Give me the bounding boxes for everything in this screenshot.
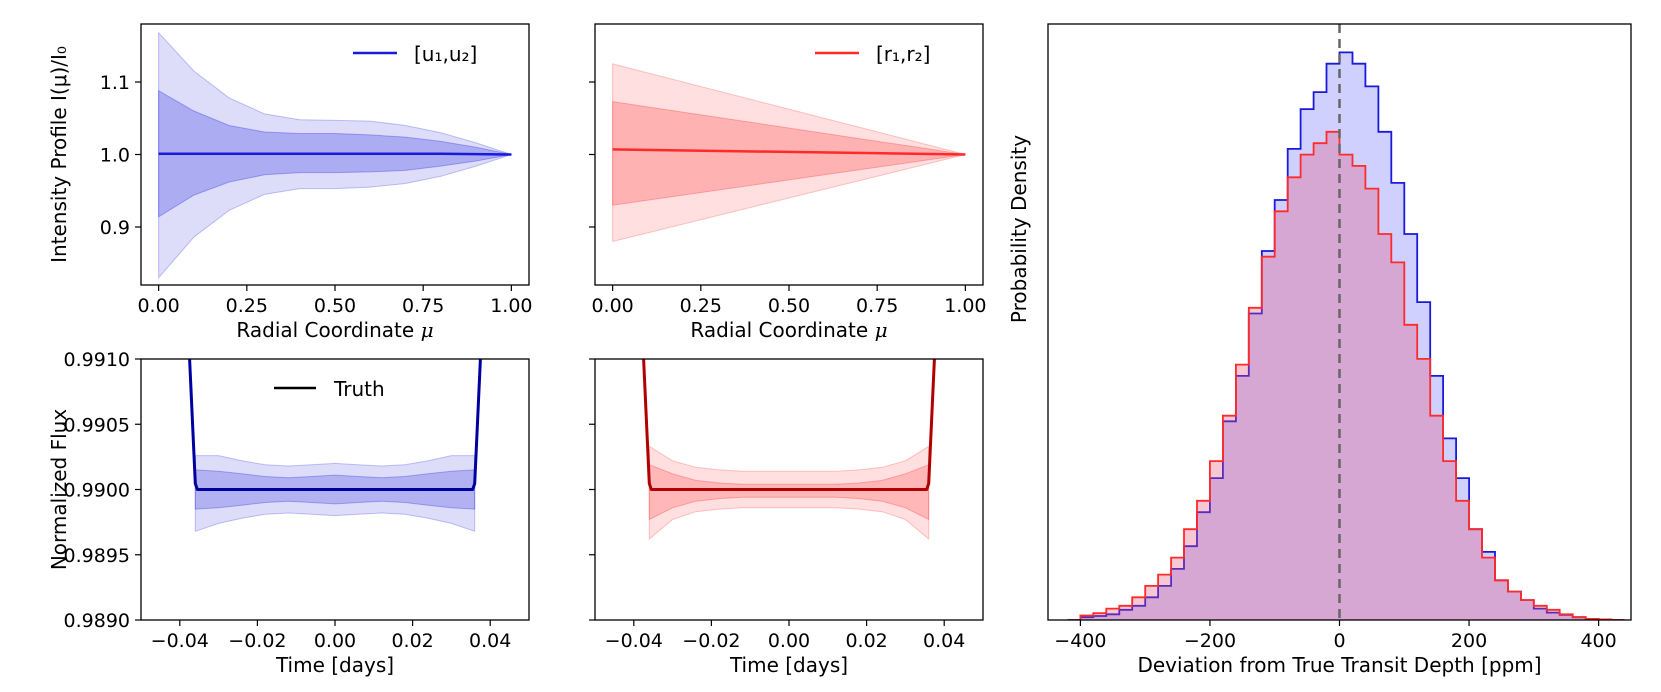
y-tick-label: 0.9890	[64, 610, 130, 632]
x-axis-label: Radial Coordinate μ	[236, 318, 433, 342]
x-tick-label: −400	[1054, 630, 1106, 652]
x-ticks: 0.00 0.25 0.50 0.75 1.00	[137, 285, 533, 317]
y-ticks: 0.9 1.0 1.1	[100, 72, 141, 239]
panel-flux-u: −0.04 −0.02 0.00 0.02 0.04 0.9890 0.9895 0.990…	[47, 349, 530, 677]
legend: [r₁,r₂]	[815, 42, 930, 66]
band-95	[194, 455, 476, 532]
y-ticks	[589, 358, 595, 621]
x-tick-label: −0.02	[228, 630, 286, 652]
x-tick-label: 400	[1580, 630, 1616, 652]
x-ticks: −0.04 −0.02 0.00 0.02 0.04	[151, 620, 511, 652]
x-tick-label: 0.02	[391, 630, 433, 652]
x-tick-label: 200	[1451, 630, 1487, 652]
x-axis-label: Radial Coordinate μ	[690, 318, 887, 342]
x-tick-label: −0.02	[682, 630, 740, 652]
median-curve	[158, 152, 512, 156]
histogram-fill-0	[1067, 52, 1625, 620]
histogram-step-1	[1067, 130, 1625, 620]
x-tick-label: 0.25	[226, 295, 268, 317]
x-axis-label: Deviation from True Transit Depth [ppm]	[1137, 653, 1541, 677]
panel-histogram: −400 −200 0 200 400 Deviation from True Tran…	[1007, 23, 1632, 677]
x-tick-label: 1.00	[944, 295, 986, 317]
median-line	[158, 152, 512, 156]
x-axis-label: Time [days]	[275, 653, 394, 677]
panel-intensity-r: 0.00 0.25 0.50 0.75 1.00 Radial Coordinate μ…	[589, 23, 987, 342]
y-tick-label: 1.1	[100, 72, 130, 94]
x-ticks: −0.04 −0.02 0.00 0.02 0.04	[605, 620, 965, 652]
histogram-series	[1067, 51, 1625, 620]
band-95	[158, 31, 514, 280]
x-tick-label: 0.04	[469, 630, 511, 652]
band-68	[612, 101, 966, 206]
x-tick-label: −0.04	[151, 630, 209, 652]
x-tick-label: −200	[1184, 630, 1236, 652]
y-axis-label: Intensity Profile I(μ)/I₀	[47, 46, 71, 263]
x-tick-label: 0.00	[137, 295, 179, 317]
band-95	[648, 445, 930, 541]
x-tick-label: 1.00	[490, 295, 532, 317]
x-ticks: 0.00 0.25 0.50 0.75 1.00	[591, 285, 987, 317]
legend-label-truth: Truth	[333, 377, 385, 401]
legend-label-r: [r₁,r₂]	[876, 42, 930, 66]
y-tick-label: 0.9895	[64, 545, 130, 567]
panel-intensity-u: 0.00 0.25 0.50 0.75 1.00 0.9 1.0 1.1 Radial Co…	[47, 23, 533, 342]
truth-line	[642, 359, 936, 491]
confidence-bands	[158, 31, 514, 280]
confidence-bands	[648, 445, 930, 541]
x-tick-label: 0.75	[856, 295, 898, 317]
x-tick-label: −0.04	[605, 630, 663, 652]
transit-curve	[642, 359, 936, 491]
x-axis-label: Time [days]	[729, 653, 848, 677]
histogram-fill-1	[1067, 131, 1625, 620]
x-tick-label: 0.04	[923, 630, 965, 652]
panel-flux-r: −0.04 −0.02 0.00 0.02 0.04 Time [days]	[589, 358, 984, 677]
y-tick-label: 0.9910	[64, 349, 130, 371]
y-tick-label: 0.9900	[64, 480, 130, 502]
legend: Truth	[274, 377, 385, 401]
median-curve	[612, 148, 966, 156]
confidence-bands	[194, 455, 476, 532]
median-line	[612, 148, 966, 156]
legend: [u₁,u₂]	[353, 42, 477, 66]
y-ticks	[589, 81, 595, 228]
y-tick-label: 0.9	[100, 217, 130, 239]
legend-label-u: [u₁,u₂]	[414, 42, 477, 66]
x-tick-label: 0.00	[591, 295, 633, 317]
y-tick-label: 1.0	[100, 145, 130, 167]
x-tick-label: 0.00	[768, 630, 810, 652]
x-tick-label: 0.50	[768, 295, 810, 317]
x-tick-label: 0.25	[680, 295, 722, 317]
y-axis-label: Normalized Flux	[47, 409, 71, 571]
x-ticks: −400 −200 0 200 400	[1054, 620, 1617, 652]
transit-curve	[188, 359, 482, 491]
x-tick-label: 0.50	[314, 295, 356, 317]
y-axis-label: Probability Density	[1007, 135, 1031, 323]
x-tick-label: 0.00	[314, 630, 356, 652]
x-tick-label: 0.02	[845, 630, 887, 652]
y-ticks: 0.9890 0.9895 0.9900 0.9905 0.9910	[64, 349, 141, 632]
x-tick-label: 0.75	[402, 295, 444, 317]
x-tick-label: 0	[1333, 630, 1345, 652]
truth-line	[188, 359, 482, 491]
y-tick-label: 0.9905	[64, 414, 130, 436]
band-68	[648, 463, 930, 521]
